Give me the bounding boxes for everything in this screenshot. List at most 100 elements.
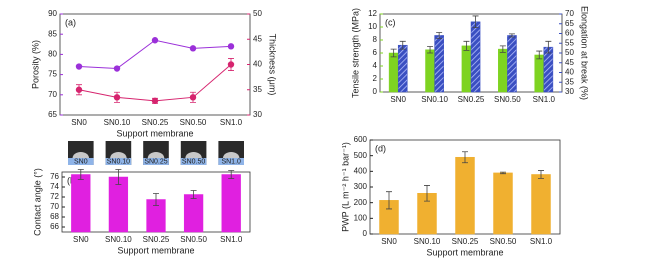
error-bar: [390, 48, 397, 58]
bar: [498, 48, 508, 93]
y-tick-label: 66: [50, 222, 59, 231]
bar: [108, 176, 129, 233]
x-tick-label: SN1.0: [530, 237, 553, 246]
bar: [388, 52, 399, 93]
bar: [531, 174, 551, 235]
bar: [534, 54, 545, 93]
x-tick-label: SN0.10: [414, 237, 441, 246]
error-bar: [472, 15, 479, 29]
error-bar: [462, 151, 468, 164]
y2-tick-label: 65: [565, 19, 574, 28]
y-tick-label: 10: [368, 22, 377, 31]
x-tick-label: SN0.25: [452, 237, 479, 246]
series-line: [78, 39, 232, 70]
y-tick-label: 200: [354, 198, 368, 207]
error-bar: [545, 40, 552, 54]
y-tick-label: 500: [354, 151, 368, 160]
error-bar: [508, 33, 515, 38]
error-bar: [190, 190, 197, 199]
y-tick-label: 75: [48, 70, 57, 79]
substrate: [143, 158, 169, 165]
y-tick-label: 100: [354, 213, 368, 222]
y-tick-label: 300: [354, 182, 368, 191]
error-bar: [399, 40, 406, 50]
y2-tick-label: 50: [253, 9, 262, 18]
error-bar: [153, 193, 159, 206]
y2-tick-label: 40: [565, 68, 574, 77]
marker: [113, 65, 121, 72]
x-tick-label: SN0.10: [421, 95, 448, 104]
substrate: [180, 158, 207, 165]
error-bar: [463, 40, 470, 51]
y-tick-label: 600: [354, 135, 368, 144]
substrate: [68, 158, 94, 165]
y-tick-label: 76: [50, 172, 59, 181]
x-tick-label: SN0.10: [104, 118, 131, 127]
x-tick-label: SN0: [71, 118, 87, 127]
x-tick-label: SN0.25: [458, 95, 485, 104]
marker: [189, 94, 197, 101]
x-tick-label: SN0: [381, 237, 397, 246]
error-bar: [536, 50, 543, 60]
y-tick-label: 12: [368, 9, 377, 18]
bar: [221, 174, 241, 233]
y2-axis-label: Thickness (μm): [268, 34, 278, 96]
series-line: [78, 64, 232, 102]
y2-tick-label: 45: [253, 34, 262, 43]
marker: [75, 63, 83, 70]
y2-tick-label: 70: [565, 9, 574, 18]
x-tick-label: SN1.0: [220, 235, 243, 244]
error-bar: [436, 32, 443, 39]
y-tick-label: 6: [373, 48, 378, 57]
error-bar: [228, 170, 235, 179]
x-tick-label: SN1.0: [220, 118, 243, 127]
y2-tick-label: 45: [565, 58, 574, 67]
y2-tick-label: 35: [565, 77, 574, 86]
error-bar: [115, 169, 122, 185]
panel-label: (a): [65, 17, 76, 27]
substrate: [218, 158, 244, 165]
bar: [455, 156, 475, 235]
y-tick-label: 4: [373, 61, 378, 70]
x-axis-label: Support membrane: [426, 247, 503, 257]
y-axis-label: Porosity (%): [30, 40, 40, 89]
marker: [227, 43, 235, 50]
bar: [470, 21, 481, 93]
bar: [461, 45, 472, 93]
marker: [151, 97, 159, 105]
y2-tick-label: 60: [565, 29, 574, 38]
image-label: SN0.10: [107, 158, 130, 165]
y-tick-label: 400: [354, 166, 368, 175]
y-tick-label: 74: [50, 182, 59, 191]
bar: [425, 49, 435, 93]
x-axis-label: Support membrane: [117, 245, 194, 255]
marker: [189, 45, 197, 52]
marker: [75, 86, 83, 93]
bar: [434, 35, 444, 93]
marker: [227, 61, 235, 68]
y2-tick-label: 50: [565, 48, 574, 57]
y-tick-label: 65: [48, 110, 57, 119]
x-tick-label: SN1.0: [533, 95, 556, 104]
y-tick-label: 68: [50, 212, 59, 221]
image-label: SN0: [74, 158, 88, 165]
bar: [507, 35, 517, 93]
y-tick-label: 0: [373, 87, 378, 96]
y-axis-label: Tensile strength (MPa): [350, 8, 360, 98]
y2-tick-label: 55: [565, 38, 574, 47]
image-label: SN0.50: [182, 158, 205, 165]
x-tick-label: SN0.50: [180, 235, 207, 244]
panel-label: (c): [385, 17, 396, 27]
error-bar: [500, 171, 506, 175]
x-tick-label: SN0.50: [494, 95, 521, 104]
marker: [113, 94, 121, 101]
error-bar: [386, 191, 392, 210]
bar: [71, 174, 91, 233]
error-bar: [538, 170, 544, 179]
x-tick-label: SN0.10: [105, 235, 132, 244]
error-bar: [499, 45, 506, 53]
y-axis-label: Contact angle (°): [32, 168, 42, 236]
bar: [543, 46, 554, 93]
y2-tick-label: 40: [253, 60, 262, 69]
y-axis-label: PWP (L m⁻² h⁻¹ bar⁻¹): [340, 142, 350, 232]
